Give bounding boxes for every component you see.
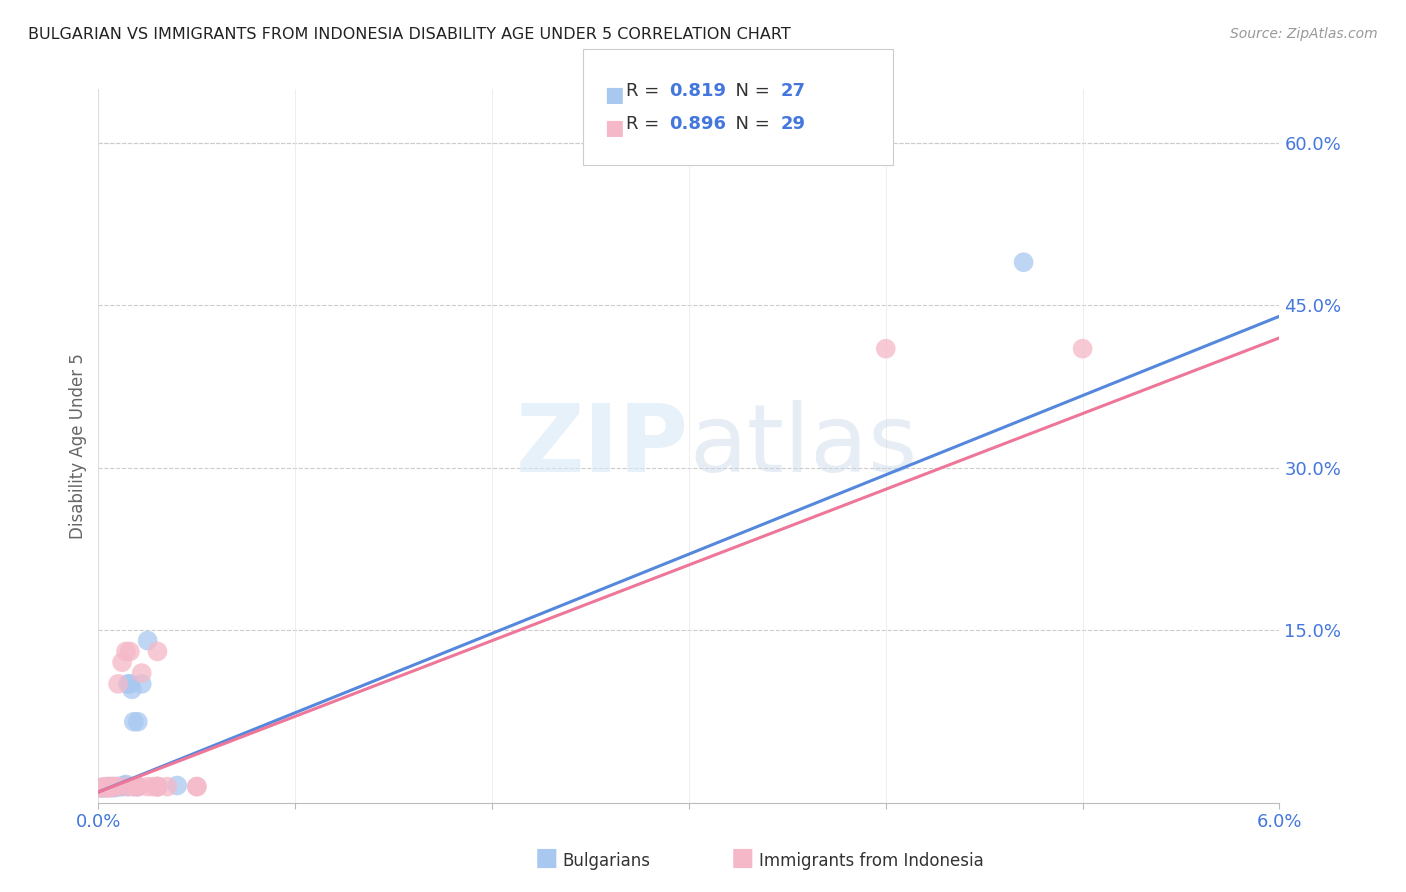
Point xyxy=(103,780,125,794)
Text: N =: N = xyxy=(724,115,776,133)
Text: ■: ■ xyxy=(605,118,624,137)
Point xyxy=(117,780,139,794)
Text: Source: ZipAtlas.com: Source: ZipAtlas.com xyxy=(1230,27,1378,41)
Point xyxy=(98,780,121,795)
Point xyxy=(1071,342,1094,356)
Point xyxy=(111,780,134,794)
Point xyxy=(156,780,179,794)
Point xyxy=(121,682,143,697)
Point xyxy=(91,780,114,795)
Point xyxy=(186,780,208,794)
Point xyxy=(186,780,208,794)
Point xyxy=(118,677,141,691)
Text: ■: ■ xyxy=(534,846,558,870)
Point xyxy=(146,780,169,794)
Point xyxy=(111,655,134,669)
Point xyxy=(131,666,153,681)
Point xyxy=(98,780,121,795)
Text: 0.896: 0.896 xyxy=(669,115,727,133)
Point xyxy=(93,780,115,795)
Point xyxy=(127,780,149,794)
Point xyxy=(107,780,129,794)
Text: 27: 27 xyxy=(780,82,806,100)
Point xyxy=(97,780,120,794)
Text: R =: R = xyxy=(626,115,665,133)
Point xyxy=(101,780,124,794)
Point xyxy=(112,779,135,793)
Point xyxy=(108,780,131,794)
Point xyxy=(91,780,114,795)
Point xyxy=(107,677,129,691)
Text: Immigrants from Indonesia: Immigrants from Indonesia xyxy=(759,852,984,870)
Point xyxy=(97,780,120,794)
Point xyxy=(96,780,118,795)
Point xyxy=(115,777,138,791)
Text: BULGARIAN VS IMMIGRANTS FROM INDONESIA DISABILITY AGE UNDER 5 CORRELATION CHART: BULGARIAN VS IMMIGRANTS FROM INDONESIA D… xyxy=(28,27,790,42)
Point xyxy=(118,644,141,658)
Text: Bulgarians: Bulgarians xyxy=(562,852,651,870)
Point xyxy=(89,780,111,795)
Point xyxy=(127,780,149,794)
Point xyxy=(127,714,149,729)
Point xyxy=(1012,255,1035,269)
Point xyxy=(93,780,115,794)
Point xyxy=(146,644,169,658)
Point xyxy=(117,780,139,794)
Point xyxy=(117,677,139,691)
Text: 0.819: 0.819 xyxy=(669,82,727,100)
Point xyxy=(122,780,145,794)
Point xyxy=(136,780,159,794)
Text: R =: R = xyxy=(626,82,665,100)
Text: ZIP: ZIP xyxy=(516,400,689,492)
Point xyxy=(89,780,111,795)
Point xyxy=(146,780,169,794)
Point xyxy=(122,714,145,729)
Point xyxy=(103,780,125,795)
Point xyxy=(875,342,897,356)
Text: N =: N = xyxy=(724,82,776,100)
Point xyxy=(131,677,153,691)
Text: 29: 29 xyxy=(780,115,806,133)
Point xyxy=(146,780,169,794)
Point xyxy=(96,780,118,795)
Point xyxy=(107,780,129,794)
Text: atlas: atlas xyxy=(689,400,917,492)
Point xyxy=(142,780,165,794)
Text: ■: ■ xyxy=(605,85,624,104)
Point xyxy=(166,779,188,793)
Text: ■: ■ xyxy=(731,846,755,870)
Point xyxy=(101,780,124,794)
Point xyxy=(146,780,169,794)
Point xyxy=(115,644,138,658)
Y-axis label: Disability Age Under 5: Disability Age Under 5 xyxy=(69,353,87,539)
Point xyxy=(127,780,149,794)
Point xyxy=(105,780,128,794)
Point xyxy=(122,780,145,794)
Point xyxy=(136,633,159,648)
